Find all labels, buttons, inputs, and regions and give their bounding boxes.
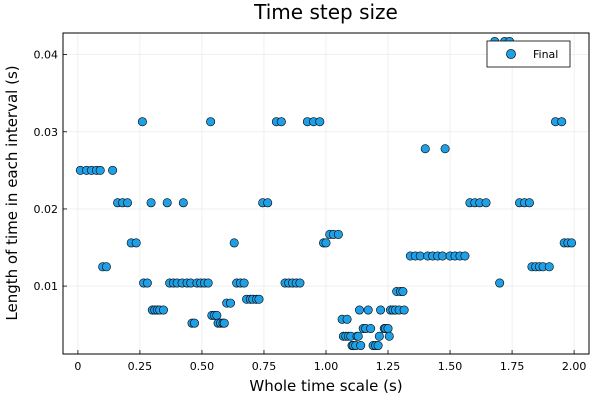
data-point: [354, 305, 364, 315]
y-tick-label: 0.02: [34, 203, 59, 216]
data-point: [108, 165, 118, 175]
legend-label: Final: [533, 48, 558, 61]
data-point: [333, 229, 343, 239]
data-point: [254, 294, 264, 304]
legend-marker: [506, 49, 516, 59]
data-point: [524, 198, 534, 208]
data-point: [263, 198, 273, 208]
data-point: [544, 262, 554, 272]
data-point: [212, 310, 222, 320]
data-point: [376, 305, 386, 315]
data-point: [366, 324, 376, 334]
data-point: [225, 298, 235, 308]
data-point: [229, 238, 239, 248]
data-point: [383, 324, 393, 334]
chart-title: Time step size: [253, 0, 398, 24]
data-point: [158, 305, 168, 315]
data-point: [420, 144, 430, 154]
y-tick-label: 0.03: [34, 126, 59, 139]
data-point: [440, 144, 450, 154]
data-point: [162, 198, 172, 208]
data-point: [239, 278, 249, 288]
data-point: [131, 238, 141, 248]
data-point: [146, 198, 156, 208]
data-point: [123, 198, 133, 208]
data-point: [315, 117, 325, 127]
x-tick-label: 1.00: [314, 360, 339, 373]
axis-ticks: 0 0.25 0.50 0.75 1.00 1.25 1.50 1.75 2.00 0.01 0.0…: [34, 49, 587, 373]
x-tick-label: 1.75: [500, 360, 525, 373]
data-point: [495, 278, 505, 288]
x-tick-label: 1.50: [438, 360, 463, 373]
data-point: [353, 331, 363, 341]
data-point: [374, 331, 384, 341]
data-point: [203, 278, 213, 288]
x-tick-label: 0.50: [190, 360, 215, 373]
x-tick-label: 2.00: [562, 360, 587, 373]
x-tick-label: 1.25: [376, 360, 401, 373]
data-point: [415, 251, 425, 261]
data-point: [142, 278, 152, 288]
y-tick-label: 0.01: [34, 280, 59, 293]
y-axis-label: Length of time in each interval (s): [3, 65, 21, 320]
data-point: [219, 318, 229, 328]
data-point: [481, 198, 491, 208]
data-point: [373, 341, 383, 351]
x-axis-label: Whole time scale (s): [249, 377, 402, 395]
data-point: [295, 278, 305, 288]
data-point: [363, 305, 373, 315]
data-points: [75, 36, 577, 351]
data-point: [567, 238, 577, 248]
data-point: [460, 251, 470, 261]
data-point: [384, 331, 394, 341]
x-tick-label: 0.25: [128, 360, 153, 373]
data-point: [206, 117, 216, 127]
data-point: [438, 251, 448, 261]
data-point: [101, 262, 111, 272]
grid: [63, 33, 589, 354]
y-tick-label: 0.04: [34, 49, 59, 62]
data-point: [321, 238, 331, 248]
data-point: [95, 165, 105, 175]
data-point: [356, 341, 366, 351]
legend-box: [486, 40, 571, 68]
data-point: [557, 117, 567, 127]
legend: Final: [486, 40, 571, 68]
data-point: [178, 198, 188, 208]
x-tick-label: 0.75: [252, 360, 277, 373]
x-tick-label: 0: [74, 360, 81, 373]
data-point: [190, 318, 200, 328]
data-point: [342, 314, 352, 324]
data-point: [276, 117, 286, 127]
data-point: [399, 305, 409, 315]
data-point: [398, 286, 408, 296]
data-point: [137, 117, 147, 127]
